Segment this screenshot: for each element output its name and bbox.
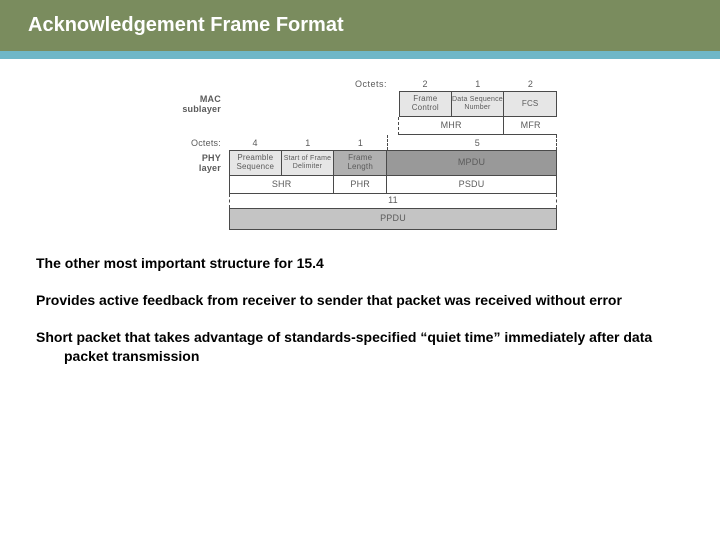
- phy-shr: SHR: [229, 176, 334, 194]
- mac-mhr: MHR: [399, 117, 504, 135]
- slide-header: Acknowledgement Frame Format: [0, 0, 720, 51]
- phy-sfd: Start of Frame Delimiter: [282, 150, 335, 176]
- mac-dsn: Data Sequence Number: [452, 91, 505, 117]
- phy-mpdu: MPDU: [387, 150, 557, 176]
- frame-diagram: Octets:212MACsublayerFrame ControlData S…: [0, 59, 720, 230]
- phy-psdu: PSDU: [387, 176, 557, 194]
- mac-mfr: MFR: [504, 117, 557, 135]
- bullet-3: Short packet that takes advantage of sta…: [64, 328, 684, 366]
- phy-phr: PHR: [334, 176, 387, 194]
- total-octets: 11: [229, 194, 557, 208]
- ppdu: PPDU: [229, 208, 557, 230]
- accent-bar: [0, 51, 720, 59]
- mac-fcs: FCS: [504, 91, 557, 117]
- bullet-1: The other most important structure for 1…: [64, 254, 684, 273]
- phy-frame-length: Frame Length: [334, 150, 387, 176]
- slide-title: Acknowledgement Frame Format: [28, 14, 692, 37]
- body-text: The other most important structure for 1…: [0, 230, 720, 366]
- mac-frame-control: Frame Control: [399, 91, 452, 117]
- phy-preamble: Preamble Sequence: [229, 150, 282, 176]
- bullet-2: Provides active feedback from receiver t…: [64, 291, 684, 310]
